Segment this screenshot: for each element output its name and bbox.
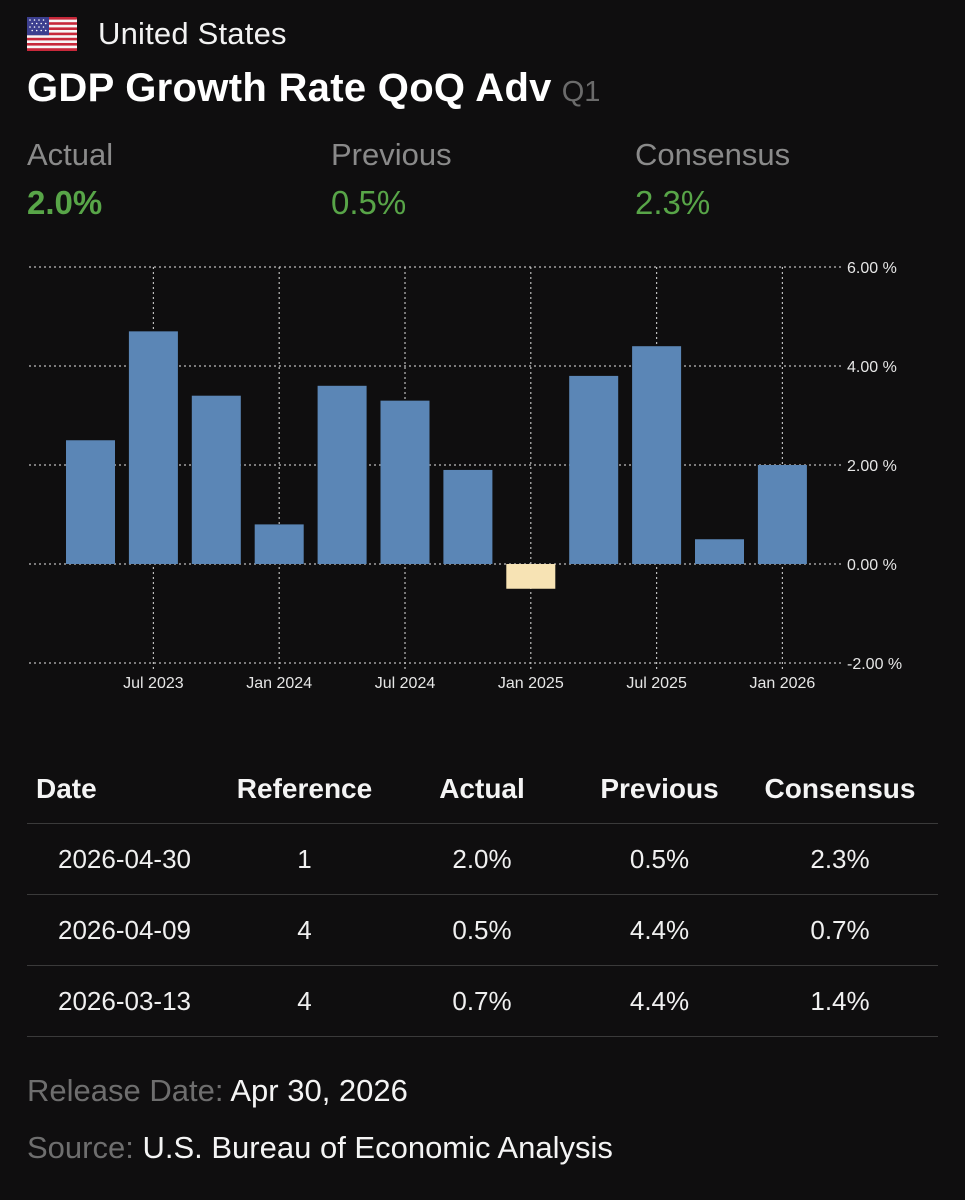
table-row[interactable]: 2026-04-30 1 2.0% 0.5% 2.3% (27, 823, 938, 895)
bar-jan-2025 (506, 564, 556, 589)
release-date-label: Release Date: (27, 1073, 224, 1108)
bar-jul-2025 (632, 346, 682, 564)
page-title: GDP Growth Rate QoQ Adv (27, 66, 552, 110)
cell-previous: 4.4% (577, 965, 742, 1037)
actual-label: Actual (27, 137, 114, 172)
release-date-value: Apr 30, 2026 (230, 1073, 408, 1108)
x-tick-label: Jan 2025 (498, 675, 564, 692)
gdp-bar-chart: 6.00 % 4.00 % 2.00 % 0.00 % -2.00 % Jul 2023 J… (29, 260, 902, 692)
cell-date: 2026-04-30 (27, 823, 222, 895)
source-label: Source: (27, 1130, 134, 1165)
gdp-chart: 6.00 % 4.00 % 2.00 % 0.00 % -2.00 % Jul 2023 J… (0, 250, 965, 710)
previous-label: Previous (331, 137, 452, 172)
bar-apr-2023 (66, 440, 115, 564)
y-tick-label: 0.00 % (847, 557, 897, 574)
x-tick-label: Jul 2025 (626, 675, 687, 692)
column-header-date: Date (27, 755, 222, 824)
history-table: Date Reference Actual Previous Consensus… (27, 755, 938, 1037)
actual-stat: Actual 2.0% (27, 135, 113, 225)
previous-value: 0.5% (331, 184, 407, 221)
x-tick-label: Jul 2023 (123, 675, 184, 692)
cell-date: 2026-04-09 (27, 894, 222, 966)
consensus-value: 2.3% (635, 184, 711, 221)
country-name: United States (98, 16, 287, 51)
consensus-label: Consensus (635, 137, 791, 172)
cell-actual: 0.5% (387, 894, 577, 966)
cell-reference: 4 (222, 965, 387, 1037)
table-row[interactable]: 2026-03-13 4 0.7% 4.4% 1.4% (27, 965, 938, 1037)
source: Source: U.S. Bureau of Economic Analysis (27, 1130, 613, 1166)
history-table-wrap: Date Reference Actual Previous Consensus… (27, 755, 938, 1037)
source-value[interactable]: U.S. Bureau of Economic Analysis (142, 1130, 613, 1165)
bar-oct-2025 (695, 539, 744, 564)
bar-apr-2024 (317, 385, 367, 564)
cell-actual: 2.0% (387, 823, 577, 895)
x-tick-label: Jan 2024 (246, 675, 312, 692)
bar-oct-2023 (191, 395, 241, 564)
bar-oct-2024 (443, 469, 493, 564)
column-header-consensus: Consensus (742, 755, 938, 824)
cell-previous: 4.4% (577, 894, 742, 966)
cell-reference: 1 (222, 823, 387, 895)
cell-date: 2026-03-13 (27, 965, 222, 1037)
y-tick-label: -2.00 % (847, 656, 902, 673)
cell-reference: 4 (222, 894, 387, 966)
cell-actual: 0.7% (387, 965, 577, 1037)
cell-previous: 0.5% (577, 823, 742, 895)
cell-consensus: 2.3% (742, 823, 938, 895)
x-tick-label: Jul 2024 (375, 675, 436, 692)
bar-jul-2024 (380, 400, 430, 564)
country-header: United States (27, 14, 287, 54)
table-row[interactable]: 2026-04-09 4 0.5% 4.4% 0.7% (27, 894, 938, 966)
page-title-row: GDP Growth Rate QoQ Adv Q1 (27, 66, 600, 111)
cell-consensus: 0.7% (742, 894, 938, 966)
previous-stat: Previous 0.5% (331, 135, 452, 225)
bar-jan-2024 (254, 524, 304, 564)
column-header-reference: Reference (222, 755, 387, 824)
y-tick-label: 2.00 % (847, 458, 897, 475)
x-tick-label: Jan 2026 (749, 675, 815, 692)
cell-consensus: 1.4% (742, 965, 938, 1037)
table-header-row: Date Reference Actual Previous Consensus (27, 755, 938, 824)
quarter-label: Q1 (561, 76, 601, 108)
bar-jul-2023 (128, 331, 178, 564)
consensus-stat: Consensus 2.3% (635, 135, 790, 225)
actual-value: 2.0% (27, 184, 103, 221)
bar-apr-2025 (569, 375, 619, 564)
release-date: Release Date: Apr 30, 2026 (27, 1073, 408, 1109)
column-header-previous: Previous (577, 755, 742, 824)
us-flag-icon (27, 17, 77, 51)
y-tick-label: 4.00 % (847, 359, 897, 376)
bar-jan-2026 (757, 465, 807, 564)
column-header-actual: Actual (387, 755, 577, 824)
y-tick-label: 6.00 % (847, 260, 897, 277)
